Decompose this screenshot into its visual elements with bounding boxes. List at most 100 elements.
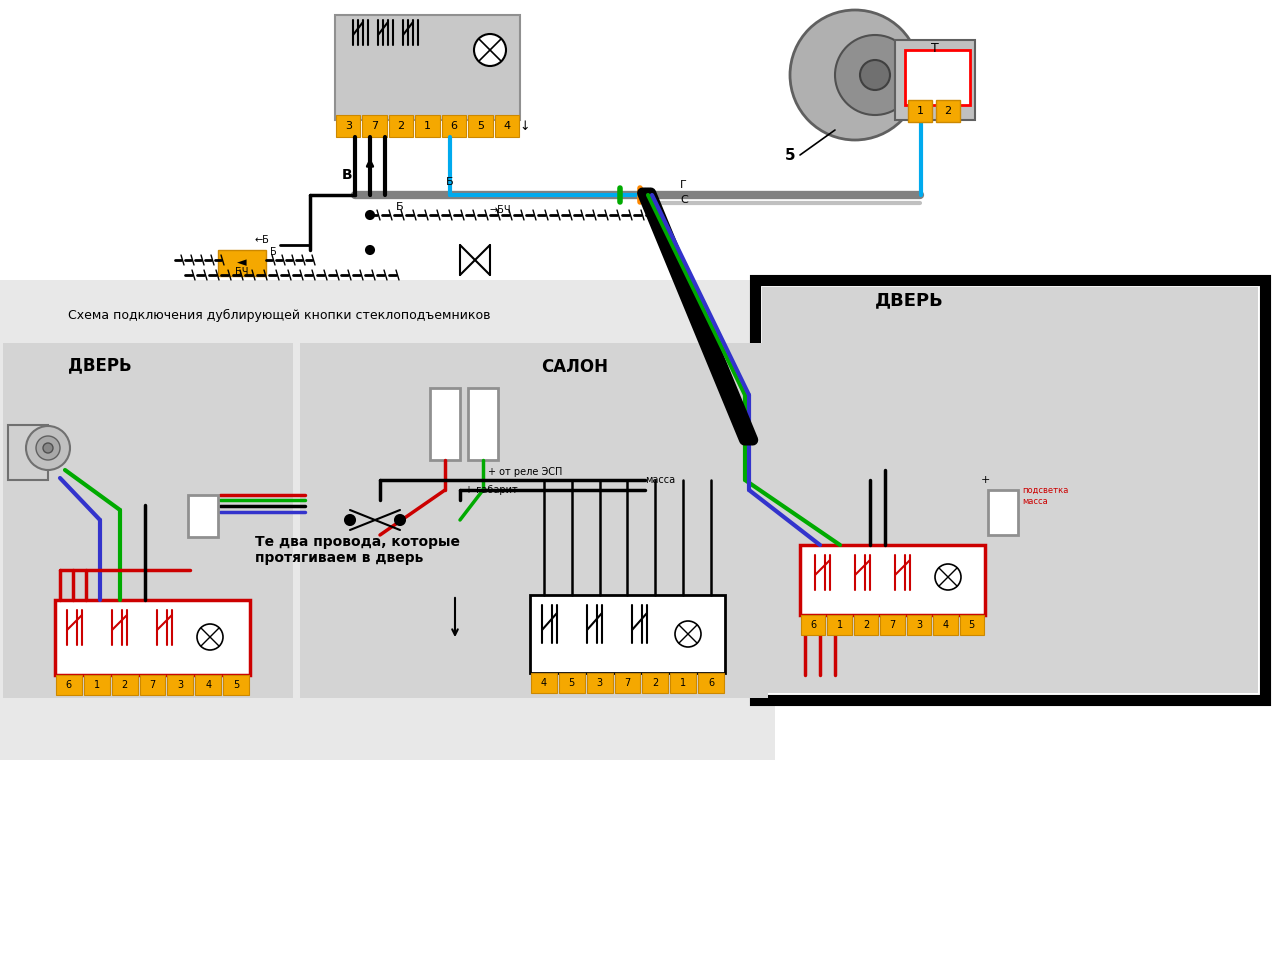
Text: Схема подключения дублирующей кнопки стеклоподъемников: Схема подключения дублирующей кнопки сте… — [68, 309, 491, 321]
Text: 3: 3 — [178, 680, 183, 690]
Text: 3: 3 — [596, 678, 603, 688]
Text: 7: 7 — [371, 121, 379, 131]
Circle shape — [36, 436, 61, 460]
Text: Те два провода, которые
протягиваем в дверь: Те два провода, которые протягиваем в дв… — [255, 535, 460, 565]
Circle shape — [860, 60, 890, 90]
Bar — [362, 115, 386, 137]
Bar — [0, 280, 775, 760]
Bar — [905, 50, 970, 105]
Text: 4: 4 — [504, 121, 510, 131]
Text: 2: 2 — [863, 620, 869, 630]
Text: ◄: ◄ — [237, 257, 247, 269]
Text: 1: 1 — [917, 106, 923, 116]
Bar — [84, 675, 109, 695]
Text: 7: 7 — [625, 678, 631, 688]
Text: 6: 6 — [708, 678, 714, 688]
Circle shape — [935, 564, 961, 590]
Text: Б: Б — [270, 247, 277, 257]
Bar — [167, 675, 193, 695]
Text: В: В — [341, 168, 352, 182]
Bar — [218, 250, 267, 276]
Bar — [762, 287, 1258, 693]
Bar — [698, 673, 724, 693]
Bar — [468, 388, 498, 460]
Bar — [933, 615, 957, 635]
Bar — [196, 675, 222, 695]
Text: 3: 3 — [916, 620, 922, 630]
Text: 2: 2 — [944, 106, 952, 116]
Text: ДВЕРЬ: ДВЕРЬ — [68, 356, 131, 374]
Text: 6: 6 — [810, 620, 817, 630]
Text: Б: Б — [397, 202, 404, 212]
Text: 5: 5 — [233, 680, 240, 690]
Text: 5: 5 — [784, 148, 795, 162]
Bar — [468, 115, 492, 137]
Bar — [800, 545, 985, 615]
Bar — [8, 425, 48, 480]
Bar — [531, 673, 556, 693]
Bar — [614, 673, 640, 693]
Bar — [827, 615, 851, 635]
Text: 7: 7 — [149, 680, 156, 690]
Bar — [670, 673, 696, 693]
Text: масса: масса — [645, 475, 675, 485]
Bar — [188, 495, 218, 537]
Circle shape — [345, 515, 355, 525]
Circle shape — [43, 443, 53, 453]
Circle shape — [395, 515, 404, 525]
Text: 2: 2 — [398, 121, 404, 131]
Bar — [55, 675, 82, 695]
Bar — [389, 115, 413, 137]
Bar — [907, 615, 931, 635]
Bar — [643, 673, 668, 693]
Text: 6: 6 — [451, 121, 457, 131]
Bar — [895, 40, 975, 120]
Circle shape — [197, 624, 223, 650]
Bar — [430, 388, 460, 460]
Bar — [988, 490, 1018, 535]
Text: БЧ: БЧ — [236, 267, 249, 277]
Text: 5: 5 — [569, 678, 574, 688]
Bar — [139, 675, 165, 695]
Text: 2: 2 — [121, 680, 128, 690]
Text: +: + — [980, 475, 989, 485]
Bar — [415, 115, 439, 137]
Bar — [335, 15, 520, 120]
Circle shape — [366, 211, 374, 219]
Text: Г: Г — [680, 180, 687, 190]
Bar — [880, 615, 904, 635]
Text: ←Б: ←Б — [255, 235, 270, 245]
Bar — [529, 595, 725, 673]
Bar — [336, 115, 361, 137]
Circle shape — [26, 426, 70, 470]
Text: 4: 4 — [205, 680, 211, 690]
Bar — [3, 343, 292, 698]
Bar — [936, 100, 960, 122]
Bar — [559, 673, 585, 693]
Bar — [854, 615, 878, 635]
Text: 4: 4 — [943, 620, 948, 630]
Bar — [587, 673, 613, 693]
Text: масса: масса — [1021, 498, 1047, 507]
Circle shape — [835, 35, 914, 115]
Bar — [495, 115, 519, 137]
Text: САЛОН: САЛОН — [541, 358, 608, 376]
Text: Т: Т — [931, 41, 939, 54]
Text: + от реле ЭСП: + от реле ЭСП — [488, 467, 563, 477]
Text: 1: 1 — [680, 678, 687, 688]
Text: ↓: ↓ — [520, 120, 531, 132]
Circle shape — [366, 246, 374, 254]
Text: →БЧ: →БЧ — [489, 205, 511, 215]
Text: 1: 1 — [94, 680, 100, 690]
Text: 4: 4 — [541, 678, 547, 688]
Text: + габарит: + габарит — [465, 485, 518, 495]
Bar — [960, 615, 984, 635]
Bar — [755, 280, 1265, 700]
Text: 5: 5 — [969, 620, 975, 630]
Circle shape — [675, 621, 701, 647]
Text: ДВЕРЬ: ДВЕРЬ — [875, 291, 944, 309]
Text: 3: 3 — [345, 121, 352, 131]
Bar — [55, 600, 250, 675]
Text: С: С — [680, 195, 688, 205]
Text: 7: 7 — [890, 620, 895, 630]
